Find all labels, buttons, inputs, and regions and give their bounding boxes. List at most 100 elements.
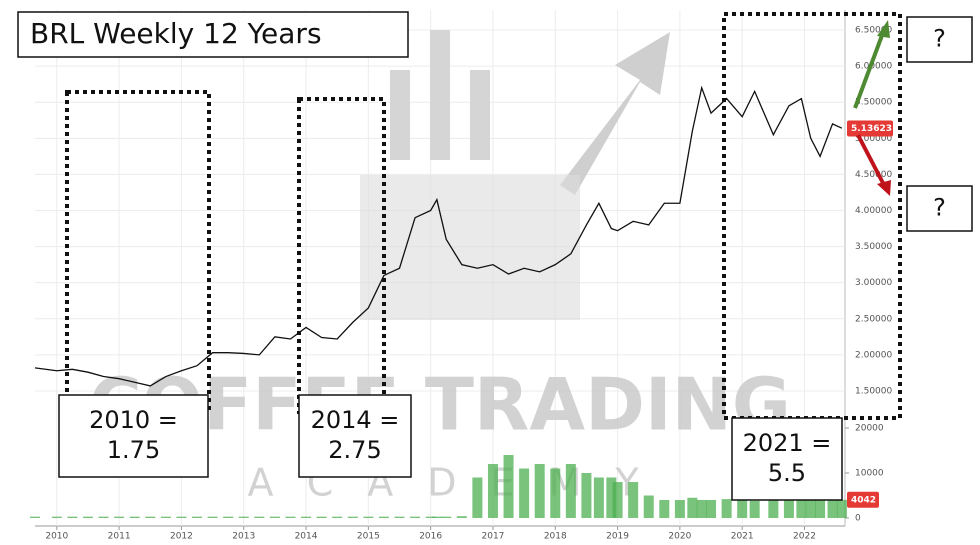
volume-bar — [749, 500, 760, 518]
volume-bar — [593, 477, 604, 518]
title-box — [17, 11, 409, 58]
volume-bar — [628, 482, 639, 518]
volume-bar — [30, 516, 40, 518]
y-tick-label: 6.50000 — [855, 26, 892, 36]
volume-bar — [721, 499, 732, 518]
annotation: 2010 = — [89, 406, 178, 434]
volume-bar — [378, 516, 389, 518]
annotation-box — [731, 417, 843, 501]
chart-title: BRL Weekly 12 Years — [30, 17, 322, 50]
y-tick-label: 3.00000 — [855, 278, 892, 288]
volume-bar — [301, 516, 312, 518]
volume-bar — [612, 482, 623, 518]
volume-bar — [659, 500, 670, 518]
volume-bar — [737, 500, 748, 518]
last-price-box — [847, 120, 893, 137]
volume-bar — [114, 516, 125, 518]
watermark-cup — [360, 175, 580, 320]
annotation: ? — [933, 25, 946, 53]
y2-tick-label: 0 — [855, 514, 861, 524]
volume-bar — [238, 516, 249, 518]
volume-bar — [223, 516, 234, 518]
annotation: 5.5 — [768, 459, 806, 487]
up-arrow — [853, 29, 886, 109]
down-arrow — [856, 134, 886, 186]
annotation: 2021 = — [743, 429, 832, 457]
volume-bar — [696, 500, 707, 518]
volume-bar — [815, 500, 826, 518]
annotation: 2014 = — [311, 406, 400, 434]
watermark-arrow — [560, 32, 670, 195]
y-tick-label: 2.50000 — [855, 314, 892, 324]
volume-bar — [285, 516, 296, 518]
y2-tick-label: 10000 — [855, 469, 884, 479]
x-tick-label: 2019 — [606, 532, 629, 542]
watermark-bar — [390, 70, 410, 160]
volume-bar — [581, 473, 592, 518]
last-volume-box — [847, 491, 879, 508]
volume-bar — [827, 500, 838, 518]
volume-bar — [519, 468, 530, 518]
volume-bar — [394, 516, 405, 518]
volume-bar — [706, 500, 717, 518]
volume-bar — [550, 468, 561, 518]
dotted-box — [65, 90, 211, 414]
volume-bar — [643, 495, 654, 518]
volume-bar — [456, 516, 467, 518]
volume-bar — [606, 477, 617, 518]
volume-bar — [431, 516, 442, 518]
volume-bar — [534, 464, 545, 518]
down-arrow-head — [877, 180, 891, 196]
annotation-box — [906, 16, 973, 63]
watermark-bar — [430, 30, 450, 160]
price-line — [34, 85, 843, 387]
grid: 2010 2011 2012 2013 2014 2015 2016 2017 2018 2019… — [35, 10, 892, 542]
volume-bar — [425, 516, 436, 518]
volume-bar — [503, 455, 514, 518]
y-tick-label: 1.50000 — [855, 386, 892, 396]
volume-bar — [176, 516, 187, 518]
x-tick-label: 2011 — [108, 532, 131, 542]
volume-bar — [674, 500, 685, 518]
volume-bar — [687, 497, 698, 518]
volume-bar — [472, 477, 483, 518]
volume-bar — [316, 516, 327, 518]
volume-bar — [192, 516, 202, 518]
x-tick-label: 2014 — [295, 532, 318, 542]
volume-bar — [269, 516, 280, 518]
x-tick-label: 2016 — [419, 532, 442, 542]
volume-bar — [98, 516, 109, 518]
volume-bar — [207, 516, 218, 518]
volume-bar — [347, 516, 358, 518]
y-tick-label: 2.00000 — [855, 350, 892, 360]
annotation-box — [298, 394, 412, 478]
up-arrow-head — [877, 20, 890, 38]
y-tick-label: 3.50000 — [855, 242, 892, 252]
y-tick-label: 5.00000 — [855, 134, 892, 144]
volume-bar — [565, 464, 576, 518]
x-tick-label: 2017 — [482, 532, 505, 542]
y2-tick-label: 20000 — [855, 424, 884, 434]
annotation: 2.75 — [328, 436, 381, 464]
y-tick-label: 6.00000 — [855, 62, 892, 72]
volume-bar — [410, 516, 421, 518]
volume-bar — [783, 500, 794, 518]
annotation: ? — [933, 194, 946, 222]
x-tick-label: 2013 — [232, 532, 255, 542]
annotation-box — [906, 185, 973, 232]
watermark-bar — [470, 70, 490, 160]
volume-bar — [67, 516, 78, 518]
volume-bar — [145, 516, 156, 518]
y-tick-label: 4.50000 — [855, 170, 892, 180]
volume-bar — [768, 500, 779, 518]
volume-bar — [51, 516, 62, 518]
x-tick-label: 2022 — [793, 532, 816, 542]
volume-bar — [160, 516, 171, 518]
x-tick-label: 2021 — [731, 532, 754, 542]
plot: 5.13623 4042 — [30, 85, 893, 518]
volume-bar — [129, 516, 140, 518]
x-tick-label: 2012 — [170, 532, 193, 542]
volume-bar — [332, 516, 343, 518]
volume-bar — [441, 516, 452, 518]
